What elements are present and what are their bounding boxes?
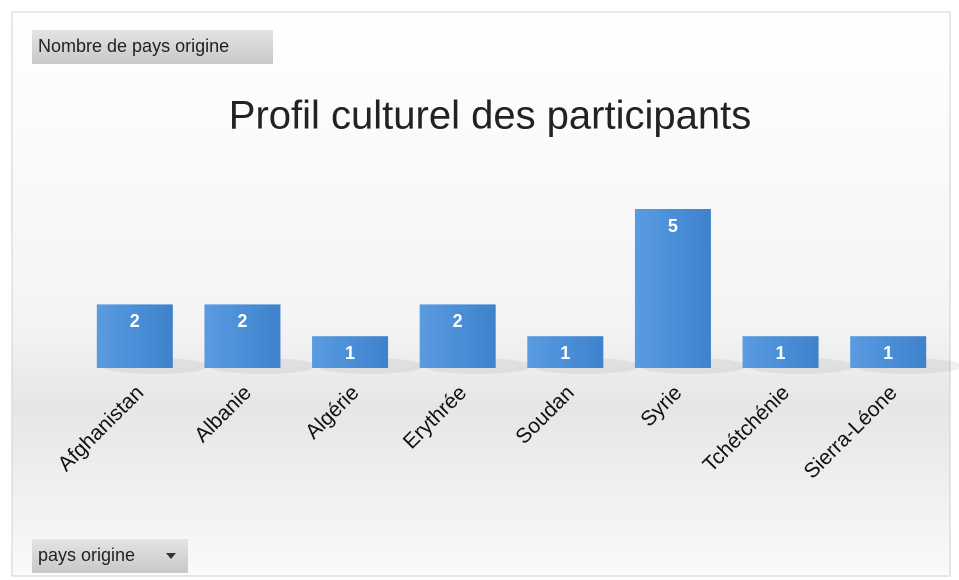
- dropdown-arrow: [166, 553, 176, 559]
- data-label: 5: [668, 216, 678, 236]
- value-field-button[interactable]: [32, 30, 273, 64]
- data-label: 1: [776, 343, 786, 363]
- bar: [96, 304, 173, 368]
- chart-area: [11, 11, 951, 577]
- bar: [312, 336, 389, 368]
- axis-field-label: pays origine: [38, 545, 135, 565]
- bar: [850, 336, 927, 368]
- data-label: 1: [883, 343, 893, 363]
- bar: [204, 304, 281, 368]
- data-label: 2: [237, 311, 247, 331]
- data-label: 1: [560, 343, 570, 363]
- bar: [527, 336, 604, 368]
- bar: [742, 336, 819, 368]
- data-label: 2: [453, 311, 463, 331]
- bar: [419, 304, 496, 368]
- data-label: 2: [130, 311, 140, 331]
- chart-title: Profil culturel des participants: [229, 94, 751, 138]
- bar: [634, 209, 711, 368]
- value-field-label: Nombre de pays origine: [38, 36, 229, 56]
- data-label: 1: [345, 343, 355, 363]
- axis-field-button[interactable]: [32, 539, 188, 573]
